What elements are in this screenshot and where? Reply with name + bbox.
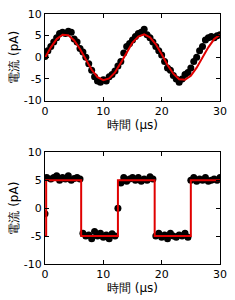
svg-text:5: 5 — [35, 29, 42, 42]
svg-text:-5: -5 — [31, 230, 42, 243]
svg-text:0: 0 — [42, 268, 49, 281]
svg-text:10: 10 — [28, 8, 42, 21]
svg-text:30: 30 — [213, 105, 227, 118]
svg-text:電流 (pA): 電流 (pA) — [7, 31, 21, 84]
svg-text:時間 (μs): 時間 (μs) — [107, 281, 158, 295]
svg-text:0: 0 — [42, 105, 49, 118]
svg-text:-10: -10 — [24, 258, 42, 271]
svg-text:10: 10 — [28, 146, 42, 159]
svg-text:10: 10 — [96, 105, 110, 118]
svg-text:20: 20 — [155, 105, 169, 118]
svg-text:5: 5 — [35, 174, 42, 187]
svg-text:20: 20 — [155, 268, 169, 281]
svg-text:10: 10 — [96, 268, 110, 281]
svg-text:電流 (pA): 電流 (pA) — [7, 182, 21, 235]
svg-text:30: 30 — [213, 268, 227, 281]
svg-text:0: 0 — [35, 51, 42, 64]
svg-text:-10: -10 — [24, 94, 42, 107]
svg-text:時間 (μs): 時間 (μs) — [107, 118, 158, 132]
svg-text:-5: -5 — [31, 73, 42, 86]
svg-text:0: 0 — [35, 202, 42, 215]
